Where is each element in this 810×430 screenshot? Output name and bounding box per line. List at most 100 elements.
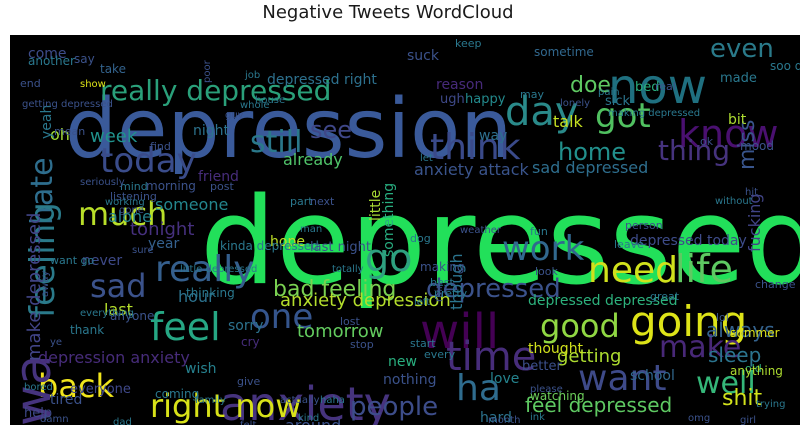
cloud-word: sad depressed (532, 158, 648, 177)
cloud-word: feeling (23, 202, 63, 318)
cloud-word: change (755, 278, 796, 291)
cloud-word: gone (119, 205, 144, 216)
cloud-word: suck (407, 48, 440, 64)
cloud-word: whole (240, 100, 270, 111)
cloud-word: end (20, 77, 41, 90)
cloud-word: hour (178, 287, 215, 306)
cloud-word: little depressed (180, 264, 257, 275)
cloud-word: everything (80, 308, 134, 319)
cloud-word: job (244, 70, 260, 81)
cloud-word: life (675, 247, 733, 291)
cloud-word: house (255, 95, 285, 106)
cloud-word: may (520, 88, 544, 101)
cloud-word: feel depressed (525, 393, 672, 417)
cloud-word: miss (735, 120, 760, 170)
cloud-word: sure (132, 245, 154, 256)
cloud-word: want go (50, 254, 95, 267)
cloud-word: watching (530, 389, 585, 403)
cloud-word: wish (185, 361, 217, 377)
cloud-word: best (430, 276, 454, 289)
cloud-word: mood (740, 139, 774, 153)
cloud-word: know (678, 112, 778, 156)
cloud-word: person (625, 219, 663, 232)
cloud-word: mind (120, 180, 148, 193)
cloud-word: doe (570, 73, 611, 98)
cloud-word: depression anxiety (38, 348, 190, 367)
cloud-word: day (505, 89, 579, 135)
cloud-word: bed (635, 80, 660, 95)
cloud-word: ha (456, 368, 501, 409)
cloud-word: fucking (745, 193, 764, 252)
cloud-word: depressed (200, 173, 800, 312)
cloud-word: sorry (228, 318, 263, 334)
cloud-word: weather (460, 225, 502, 236)
cloud-word: hope (270, 234, 305, 250)
cloud-word: pretty (434, 287, 468, 300)
cloud-word: depressed depressed (528, 293, 678, 309)
cloud-word: new (388, 354, 417, 370)
cloud-word: kind (298, 413, 319, 424)
cloud-word: alone (108, 207, 152, 226)
cloud-word: making depressed (608, 108, 700, 119)
cloud-word: really depressed (100, 74, 331, 107)
cloud-word: every (424, 348, 456, 361)
cloud-word: depressed right (267, 72, 377, 88)
cloud-word: part (290, 195, 313, 208)
cloud-word: friend (198, 169, 239, 185)
cloud-word: thank (70, 323, 104, 337)
cloud-word: show (80, 79, 106, 90)
cloud-word: cry (241, 335, 260, 349)
cloud-word: ink (530, 412, 545, 423)
cloud-word: totally (332, 264, 364, 275)
cloud-word: tomorrow (297, 321, 383, 342)
cloud-word: someone (155, 195, 228, 214)
cloud-word: guy (225, 110, 244, 121)
cloud-word: hate (25, 157, 60, 225)
cloud-word: kinda depressed (220, 239, 319, 253)
cloud-word: soo depressed (770, 59, 800, 73)
cloud-word: now (608, 59, 707, 115)
cloud-word: love (490, 371, 519, 387)
cloud-word: better (522, 359, 562, 374)
cloud-word: today (100, 141, 197, 181)
cloud-word: actually (280, 395, 320, 406)
cloud-word: anxiety attack (414, 160, 529, 179)
cloud-word: anything (730, 364, 783, 378)
cloud-word: bored (24, 382, 53, 393)
cloud-word: ye (50, 337, 62, 348)
cloud-word: happy (465, 92, 506, 107)
cloud-word: yeah (39, 105, 55, 139)
cloud-word: getting depressed (22, 99, 113, 110)
cloud-word: reason (436, 77, 483, 93)
cloud-word: last (104, 300, 133, 319)
cloud-word: take (100, 62, 126, 76)
cloud-word: bit (728, 112, 747, 128)
cloud-word: haha (320, 395, 345, 406)
cloud-word: thinking (186, 286, 235, 300)
cloud-background (10, 35, 800, 425)
cloud-word: back (38, 367, 115, 405)
cloud-word: seriously (80, 177, 125, 188)
cloud-word: month (488, 415, 520, 425)
cloud-word: people (350, 392, 438, 422)
cloud-word: anyone (110, 309, 154, 323)
cloud-word: lol (716, 311, 729, 324)
cloud-word: hit (745, 187, 758, 198)
cloud-word: much (78, 195, 167, 233)
cloud-word: felt (240, 420, 256, 425)
cloud-word: poor (202, 59, 213, 83)
cloud-word: without (715, 196, 753, 207)
cloud-word: ugh (440, 92, 465, 107)
cloud-word: make (659, 330, 741, 365)
cloud-word: little (368, 190, 384, 221)
cloud-word: something (381, 183, 397, 257)
cloud-word: last night (310, 240, 371, 255)
cloud-word: lonely (560, 98, 590, 109)
cloud-word: girl (740, 415, 756, 425)
cloud-word: lost (340, 315, 361, 328)
cloud-word: listening (110, 190, 157, 203)
chart-title: Negative Tweets WordCloud (262, 2, 514, 23)
cloud-word: depressed (426, 274, 561, 304)
cloud-word: wa (10, 354, 62, 425)
cloud-word: week (90, 126, 138, 147)
